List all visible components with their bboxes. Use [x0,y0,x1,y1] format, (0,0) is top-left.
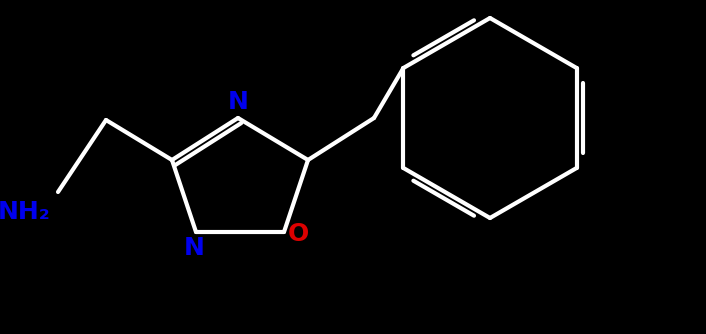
Text: N: N [184,236,205,260]
Text: NH₂: NH₂ [0,200,50,224]
Text: N: N [227,90,249,114]
Text: O: O [287,222,309,246]
